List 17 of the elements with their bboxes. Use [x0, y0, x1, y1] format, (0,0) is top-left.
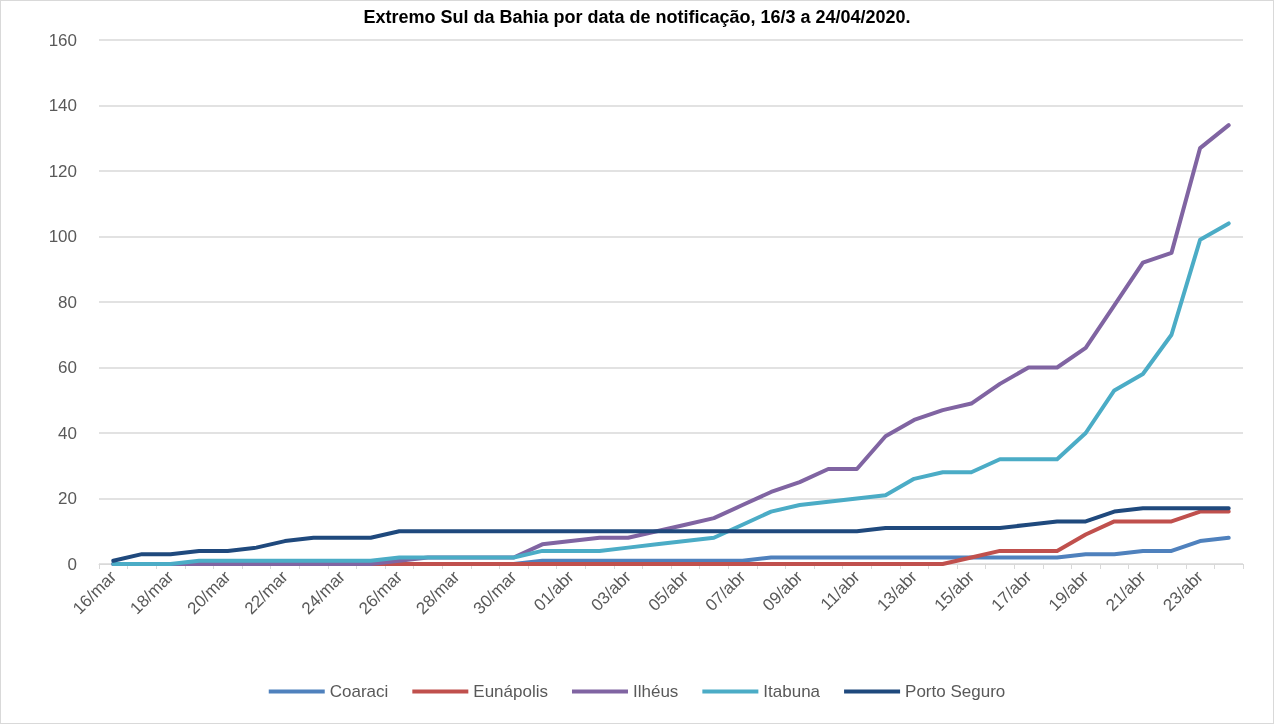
y-tick-label: 140: [48, 96, 77, 115]
y-tick-label: 100: [48, 227, 77, 246]
legend-label: Coaraci: [329, 682, 389, 701]
chart-title: Extremo Sul da Bahia por data de notificação, 16/3 a 24/04/2020.: [363, 7, 911, 27]
y-tick-label: 0: [67, 554, 77, 574]
legend-label: Itabuna: [763, 682, 821, 701]
y-tick-label: 80: [58, 292, 77, 312]
y-tick-label: 40: [58, 423, 77, 443]
legend-label: Eunápolis: [473, 682, 548, 701]
legend-label: Porto Seguro: [905, 682, 1006, 701]
y-tick-label: 120: [48, 161, 77, 181]
y-tick-label: 60: [58, 358, 77, 377]
line-series: [111, 506, 1231, 563]
line-series: [111, 221, 1231, 566]
legend-label: Ilhéus: [632, 682, 679, 701]
y-tick-label: 20: [58, 489, 77, 508]
y-tick-label: 160: [48, 30, 77, 50]
